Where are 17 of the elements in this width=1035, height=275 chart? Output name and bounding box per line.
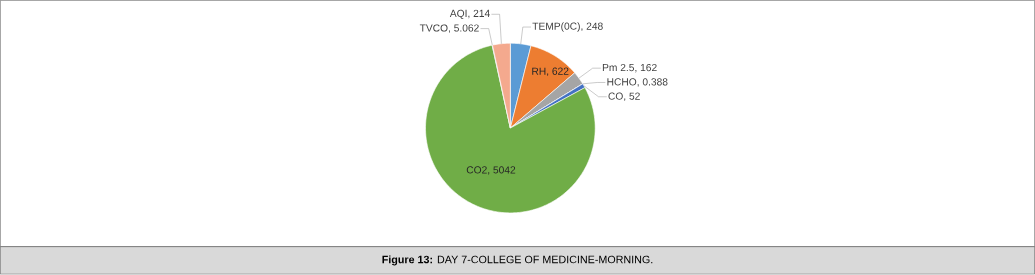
slice-label: AQI xyxy=(449,9,467,20)
data-label: , 52 xyxy=(624,92,640,102)
slice-label: RH xyxy=(532,67,546,75)
data-label: , 5042 xyxy=(488,166,516,175)
data-label: , 248 xyxy=(581,22,603,32)
slice-label: HCHO xyxy=(607,78,637,86)
data-label: , 5.062 xyxy=(448,24,479,34)
slice-label: CO xyxy=(608,92,623,101)
slice-label: Pm 2.5 xyxy=(602,64,635,72)
data-label: , 214 xyxy=(468,9,490,19)
data-label: , 0.388 xyxy=(637,78,668,87)
data-label: , 162 xyxy=(635,64,657,73)
slice-label: TVCO xyxy=(419,24,448,32)
slice-label: TEMP(0C) xyxy=(532,22,580,33)
text: Figure 13: DAY 7-COLLEGE OF MEDICINE-MORNING. xyxy=(382,255,653,266)
data-label: , 622 xyxy=(547,67,569,77)
slice-label: CO2 xyxy=(466,166,487,174)
